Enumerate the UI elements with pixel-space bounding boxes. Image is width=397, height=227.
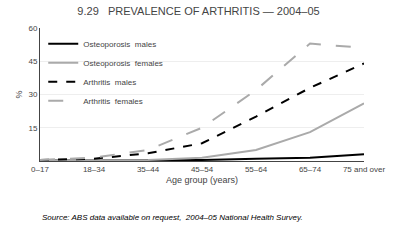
svg-text:35–44: 35–44 — [137, 165, 160, 174]
svg-text:15: 15 — [28, 124, 37, 133]
svg-text:Osteoporosis females: Osteoporosis females — [83, 59, 163, 68]
svg-text:45: 45 — [28, 57, 37, 66]
svg-text:45–54: 45–54 — [191, 165, 214, 174]
svg-text:0–17: 0–17 — [31, 165, 49, 174]
svg-text:Age group (years): Age group (years) — [166, 175, 238, 185]
svg-text:55–64: 55–64 — [245, 165, 268, 174]
svg-text:75 and over: 75 and over — [343, 165, 386, 174]
svg-text:Osteoporosis males: Osteoporosis males — [83, 40, 156, 49]
svg-text:18–34: 18–34 — [83, 165, 106, 174]
svg-text:%: % — [14, 90, 24, 98]
svg-text:30: 30 — [28, 90, 37, 99]
svg-text:60: 60 — [28, 24, 37, 33]
svg-text:Arthritis females: Arthritis females — [83, 97, 143, 106]
svg-text:9.29 PREVALENCE OF ARTHRITIS: 9.29 PREVALENCE OF ARTHRITIS — 2004–05 — [77, 5, 319, 17]
svg-text:65–74: 65–74 — [299, 165, 322, 174]
svg-text:Arthritis males: Arthritis males — [83, 78, 136, 87]
svg-text:Source: ABS data available on: Source: ABS data available on request, 2… — [42, 213, 303, 222]
